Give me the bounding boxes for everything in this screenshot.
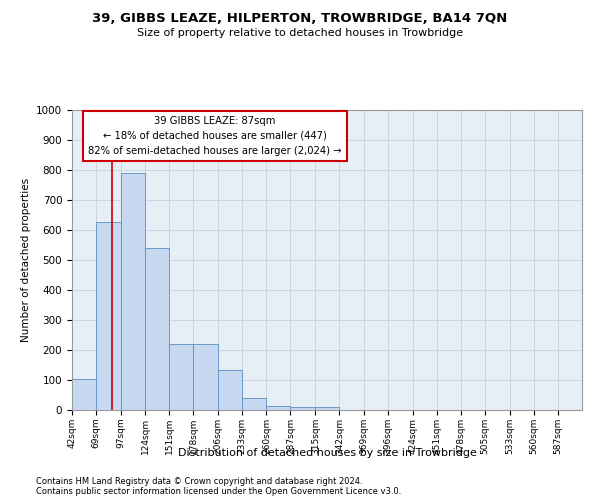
Bar [242, 398, 266, 410]
Bar [72, 378, 96, 410]
Y-axis label: Number of detached properties: Number of detached properties [20, 178, 31, 342]
Text: 39 GIBBS LEAZE: 87sqm
← 18% of detached houses are smaller (447)
82% of semi-det: 39 GIBBS LEAZE: 87sqm ← 18% of detached … [88, 116, 341, 156]
Bar [218, 370, 242, 410]
Text: Contains public sector information licensed under the Open Government Licence v3: Contains public sector information licen… [36, 486, 401, 496]
Bar [290, 407, 316, 410]
Text: Contains HM Land Registry data © Crown copyright and database right 2024.: Contains HM Land Registry data © Crown c… [36, 476, 362, 486]
Text: 39, GIBBS LEAZE, HILPERTON, TROWBRIDGE, BA14 7QN: 39, GIBBS LEAZE, HILPERTON, TROWBRIDGE, … [92, 12, 508, 26]
Bar [169, 344, 193, 410]
Bar [121, 173, 145, 410]
Bar [266, 406, 290, 410]
Bar [145, 248, 169, 410]
Text: Distribution of detached houses by size in Trowbridge: Distribution of detached houses by size … [178, 448, 476, 458]
Bar [193, 344, 218, 410]
Bar [96, 222, 121, 410]
Bar [316, 407, 340, 410]
Text: Size of property relative to detached houses in Trowbridge: Size of property relative to detached ho… [137, 28, 463, 38]
